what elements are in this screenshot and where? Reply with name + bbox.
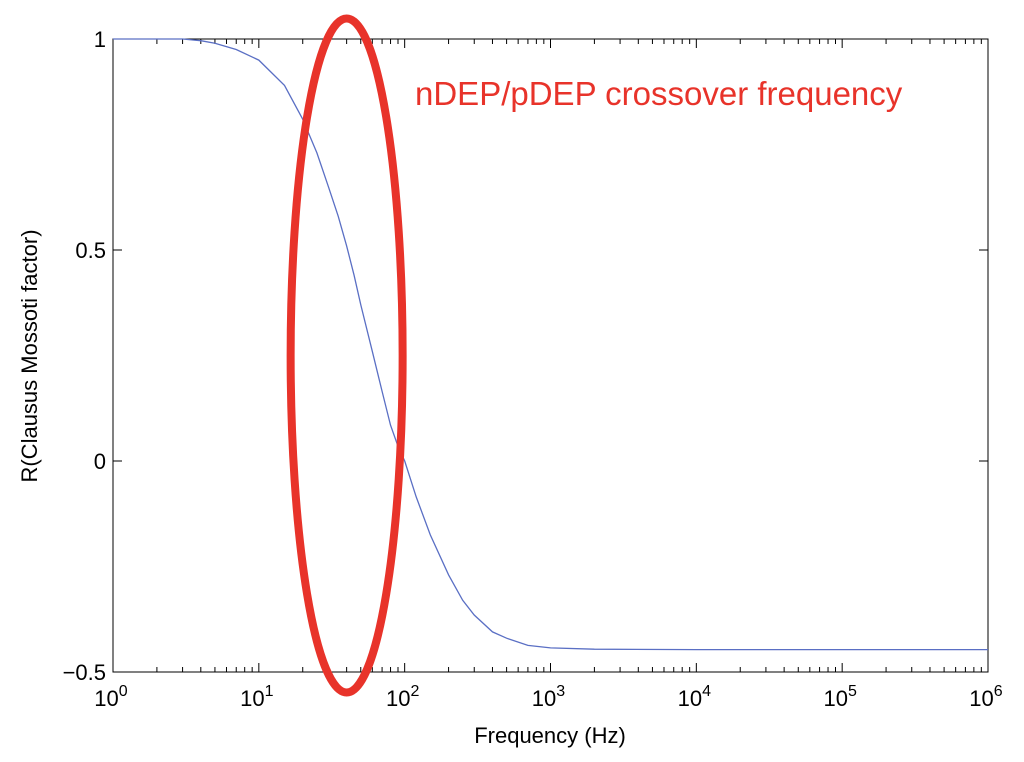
- plot-area: [112, 38, 989, 673]
- y-tick-label: 0: [94, 449, 106, 474]
- series-line: [113, 38, 988, 651]
- x-tick-label: 103: [532, 683, 565, 711]
- y-tick-label: −0.5: [63, 660, 106, 685]
- y-tick-label: 1: [94, 27, 106, 52]
- x-tick-label: 106: [969, 683, 1002, 711]
- x-axis-label: Frequency (Hz): [474, 723, 626, 748]
- y-tick-label: 0.5: [75, 238, 106, 263]
- x-tick-label: 100: [94, 683, 127, 711]
- x-tick-labels: 100 101 102 103 104 105 106: [94, 683, 1002, 711]
- y-tick-labels: 1 0.5 0 −0.5: [63, 27, 106, 685]
- x-tick-label: 101: [240, 683, 273, 711]
- major-ticks: [112, 38, 989, 673]
- x-tick-label: 102: [386, 683, 419, 711]
- x-tick-label: 104: [678, 683, 711, 711]
- y-axis-label: R(Clausus Mossoti factor): [17, 229, 42, 482]
- annotation-text: nDEP/pDEP crossover frequency: [415, 75, 903, 112]
- crossover-ellipse: [286, 14, 407, 697]
- x-tick-label: 105: [823, 683, 856, 711]
- minor-ticks: [156, 39, 982, 672]
